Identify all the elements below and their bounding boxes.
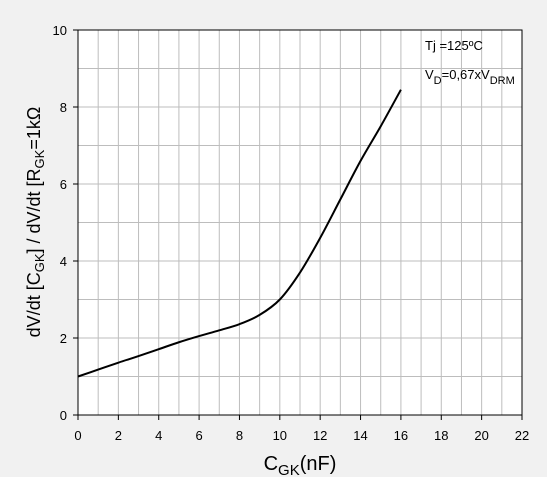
x-axis-label: CGK(nF)	[264, 453, 337, 477]
y-axis-label-sub1: GK	[32, 253, 47, 272]
y-tick-label: 8	[60, 100, 67, 115]
y-axis-label-part1: dV/dt [C	[24, 272, 44, 337]
x-tick-label: 18	[434, 428, 448, 443]
x-tick-label: 6	[195, 428, 202, 443]
x-tick-label: 12	[313, 428, 327, 443]
annotation-voltage-v: V	[425, 67, 434, 82]
annotation: Tj =125ºC VD=0,67xVDRM	[425, 38, 515, 87]
x-tick-label: 8	[236, 428, 243, 443]
y-tick-label: 10	[53, 23, 67, 38]
x-axis-label-unit: (nF)	[300, 453, 337, 475]
y-axis-label-part3: =1kΩ	[24, 107, 44, 150]
x-axis-label-sub: GK	[278, 462, 300, 477]
y-axis-label-sub2: GK	[32, 149, 47, 168]
annotation-voltage-v-sub: D	[434, 75, 442, 87]
x-tick-label: 16	[394, 428, 408, 443]
x-tick-label: 20	[474, 428, 488, 443]
annotation-voltage-drm-sub: DRM	[490, 75, 515, 87]
series-line	[77, 89, 402, 378]
x-axis-label-main: C	[264, 453, 278, 475]
x-tick-label: 2	[115, 428, 122, 443]
y-axis-label: dV/dt [CGK] / dV/dt [RGK=1kΩ	[24, 107, 47, 338]
y-axis-label-part2: ] / dV/dt [R	[24, 168, 44, 253]
annotation-temperature: Tj =125ºC	[425, 38, 483, 53]
annotation-voltage-ratio: =0,67xV	[442, 67, 490, 82]
x-tick-label: 0	[74, 428, 81, 443]
x-tick-label: 10	[273, 428, 287, 443]
annotation-voltage: VD=0,67xVDRM	[425, 67, 515, 87]
y-tick-label: 4	[60, 254, 67, 269]
plot-frame	[77, 29, 523, 416]
x-tick-label: 22	[515, 428, 529, 443]
y-tick-label: 2	[60, 331, 67, 346]
x-tick-label: 4	[155, 428, 162, 443]
tick-layer: 0 2 4 6 8 10 12 14 16 18 20 22 0 2 4 6 8 10	[53, 23, 530, 443]
y-tick-label: 0	[60, 408, 67, 423]
grid-layer	[77, 29, 523, 416]
y-tick-label: 6	[60, 177, 67, 192]
x-tick-label: 14	[353, 428, 367, 443]
